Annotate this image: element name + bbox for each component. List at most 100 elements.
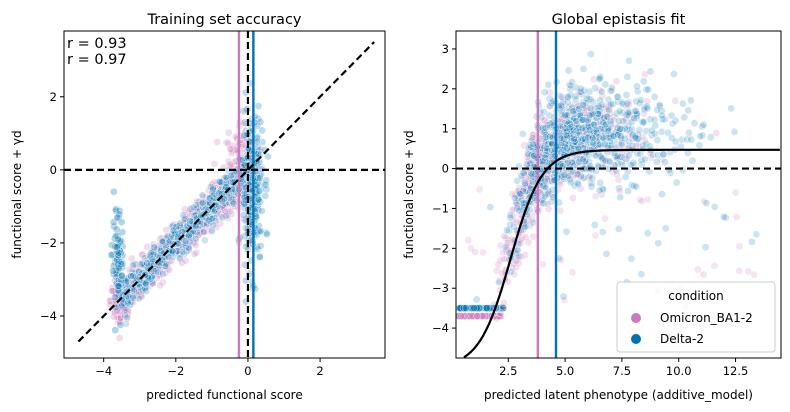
point-delta: [621, 173, 630, 181]
point-omicron: [256, 181, 264, 190]
point-delta: [201, 236, 209, 245]
point-delta: [752, 230, 761, 239]
point-delta: [653, 136, 662, 144]
point-delta: [222, 211, 230, 220]
point-delta: [114, 235, 122, 244]
left-ytick-label: −4: [40, 309, 57, 323]
point-omicron: [475, 185, 484, 194]
point-delta: [648, 126, 656, 135]
point-delta: [256, 242, 265, 250]
point-delta: [559, 146, 568, 154]
point-delta: [563, 127, 571, 136]
right-xtick-label: 10.0: [666, 364, 692, 378]
point-omicron: [181, 256, 190, 265]
point-delta: [590, 221, 599, 229]
point-delta: [594, 102, 603, 110]
point-delta: [527, 170, 536, 178]
point-delta: [730, 128, 739, 136]
point-delta: [130, 285, 138, 294]
point-omicron: [457, 312, 466, 320]
point-delta: [588, 134, 597, 142]
point-delta: [573, 179, 582, 187]
point-omicron: [471, 248, 479, 256]
point-delta: [483, 304, 491, 312]
point-delta: [262, 185, 271, 194]
point-delta: [229, 195, 238, 204]
point-delta: [240, 131, 248, 140]
left-ytick-label: 2: [50, 90, 57, 104]
legend-marker-delta: [631, 334, 641, 344]
point-delta: [613, 131, 622, 139]
point-omicron: [473, 312, 482, 320]
point-delta: [189, 203, 198, 212]
point-delta: [670, 70, 678, 78]
point-omicron: [213, 138, 221, 146]
point-delta: [215, 177, 224, 186]
point-omicron: [224, 128, 233, 137]
point-delta: [541, 192, 550, 201]
right-ytick-label: −2: [432, 241, 449, 255]
point-delta: [529, 152, 538, 160]
point-delta: [685, 129, 693, 137]
point-delta: [472, 295, 481, 304]
point-delta: [470, 304, 479, 312]
point-delta: [159, 270, 167, 278]
point-omicron: [750, 270, 758, 279]
point-delta: [627, 254, 636, 263]
point-omicron: [601, 214, 609, 223]
point-delta: [168, 247, 177, 256]
point-omicron: [732, 188, 740, 197]
point-omicron: [191, 241, 200, 249]
point-delta: [169, 226, 178, 235]
point-delta: [601, 80, 610, 89]
point-delta: [639, 117, 648, 126]
point-delta: [748, 238, 756, 246]
point-omicron: [568, 268, 577, 277]
point-omicron: [694, 265, 702, 274]
point-delta: [625, 151, 633, 160]
point-omicron: [529, 232, 538, 241]
point-delta: [217, 178, 225, 187]
point-delta: [240, 211, 248, 220]
point-delta: [606, 100, 615, 109]
point-delta: [661, 158, 669, 166]
point-delta: [684, 106, 692, 115]
point-delta: [592, 125, 601, 134]
point-delta: [150, 243, 159, 252]
point-omicron: [612, 77, 621, 86]
point-delta: [114, 282, 123, 290]
point-delta: [564, 66, 573, 75]
point-delta: [258, 207, 266, 215]
point-delta: [111, 293, 119, 302]
point-delta: [263, 230, 271, 239]
point-delta: [622, 91, 631, 99]
point-delta: [636, 150, 644, 158]
legend: condition Omicron_BA1-2 Delta-2: [616, 281, 776, 353]
point-omicron: [128, 254, 136, 263]
legend-title: condition: [668, 289, 723, 303]
point-omicron: [138, 250, 147, 259]
point-delta: [579, 65, 588, 73]
point-omicron: [115, 334, 124, 342]
point-delta: [701, 243, 710, 251]
point-delta: [606, 117, 615, 126]
point-delta: [118, 272, 126, 280]
point-delta: [671, 137, 680, 146]
point-delta: [639, 77, 648, 86]
point-delta: [657, 111, 666, 120]
point-delta: [654, 239, 663, 247]
point-delta: [114, 264, 123, 273]
point-delta: [706, 133, 715, 142]
point-omicron: [699, 270, 708, 279]
right-xtick-label: 5.0: [556, 364, 574, 378]
right-x-axis-label: predicted latent phenotype (additive_mod…: [484, 388, 753, 402]
right-ytick-label: 3: [442, 42, 449, 56]
point-delta: [625, 56, 633, 65]
point-delta: [659, 150, 668, 159]
point-delta: [607, 87, 615, 95]
point-delta: [557, 92, 566, 101]
point-delta: [615, 107, 624, 116]
left-annotation-r-omicron: r = 0.97: [67, 52, 127, 68]
point-delta: [566, 178, 575, 187]
